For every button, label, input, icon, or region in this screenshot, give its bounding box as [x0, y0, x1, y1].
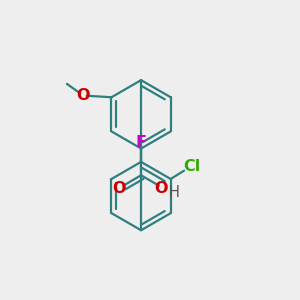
Text: Cl: Cl — [183, 159, 200, 174]
Text: O: O — [154, 181, 168, 196]
Text: O: O — [76, 88, 90, 103]
Text: F: F — [136, 135, 147, 150]
Text: H: H — [169, 185, 180, 200]
Text: O: O — [112, 181, 126, 196]
